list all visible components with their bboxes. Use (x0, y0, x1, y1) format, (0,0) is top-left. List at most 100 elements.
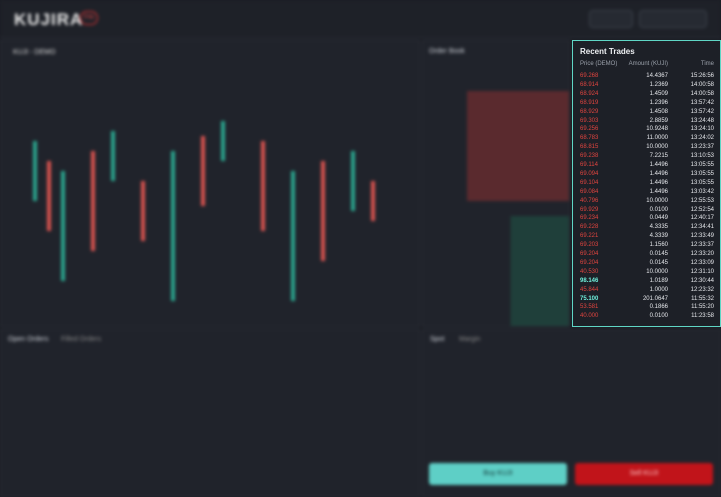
trade-time: 14:00:58 (690, 90, 714, 97)
trade-amount: 201.0647 (642, 295, 668, 302)
account-button[interactable] (639, 10, 707, 28)
trade-row: 68.919 1.2396 13:57:42 (580, 99, 714, 108)
trade-time: 12:30:44 (690, 277, 714, 284)
asks (423, 91, 569, 201)
trade-row: 40.530 10.0000 12:31:10 (580, 268, 714, 277)
trade-time: 11:23:58 (691, 313, 714, 320)
column-header: Amount (KUJI) (628, 61, 668, 67)
trade-time: 12:33:37 (690, 242, 714, 249)
trade-amount: 4.3339 (649, 233, 668, 240)
trade-time: 13:24:48 (690, 117, 714, 124)
sell-button[interactable]: Sell KUJI (575, 463, 713, 485)
trade-price: 68.914 (580, 81, 599, 88)
trade-amount: 11.0000 (646, 135, 668, 142)
trade-time: 12:33:49 (690, 233, 714, 240)
trade-amount: 2.8859 (649, 117, 668, 124)
trade-row: 53.581 0.1866 11:55:20 (580, 303, 714, 312)
trade-time: 12:34:41 (690, 224, 714, 231)
trade-row: 69.238 7.2215 13:10:53 (580, 152, 714, 161)
trade-time: 13:24:10 (690, 126, 714, 133)
trade-price: 68.924 (580, 90, 599, 97)
trade-amount: 0.0100 (649, 313, 668, 320)
trade-time: 12:33:20 (690, 251, 714, 257)
trade-time: 12:33:09 (690, 259, 714, 266)
trade-price: 69.094 (580, 170, 599, 177)
trade-amount: 7.2215 (649, 153, 668, 160)
order-book: Order Book (422, 40, 570, 327)
trade-amount: 1.4496 (649, 188, 668, 195)
trade-amount: 1.4496 (649, 179, 668, 186)
tab[interactable]: Filled Orders (61, 336, 102, 343)
panel-title: Recent Trades (580, 47, 635, 56)
trade-amount: 10.9248 (646, 126, 668, 133)
trade-amount: 4.3335 (649, 224, 668, 231)
trade-amount: 1.4496 (649, 162, 668, 168)
trade-time: 13:57:42 (690, 99, 714, 106)
trade-amount: 10.0000 (646, 268, 668, 275)
trade-time: 12:55:53 (690, 197, 714, 204)
trade-amount: 10.0000 (646, 144, 668, 151)
trade-price: 53.581 (580, 304, 599, 311)
column-header: Time (700, 61, 714, 67)
trade-row: 40.000 0.0100 11:23:58 (580, 312, 714, 321)
trade-row: 40.796 10.0000 12:55:53 (580, 197, 714, 206)
trade-row: 69.221 4.3339 12:33:49 (580, 232, 714, 241)
trade-time: 13:10:53 (690, 153, 714, 160)
trade-time: 12:23:32 (690, 286, 714, 293)
trade-price: 69.221 (580, 233, 599, 240)
trade-row: 69.114 1.4496 13:05:55 (580, 161, 714, 170)
trade-row: 68.783 11.0000 13:24:02 (580, 134, 714, 143)
trade-price: 69.228 (580, 224, 599, 231)
pair-selector[interactable]: KUJI - DEMO (13, 49, 56, 56)
bids (423, 216, 569, 326)
trade-time: 12:52:54 (690, 206, 714, 213)
top-bar: KUJIRA FIN (0, 0, 721, 38)
trade-time: 11:55:20 (691, 304, 714, 311)
trade-row: 69.303 2.8859 13:24:48 (580, 117, 714, 126)
trade-time: 15:26:56 (690, 73, 714, 79)
trade-amount: 1.0189 (649, 277, 668, 284)
trade-row: 69.104 1.4496 13:05:55 (580, 179, 714, 188)
buy-button[interactable]: Buy KUJI (429, 463, 567, 485)
recent-trades: Recent Trades Price (DEMO) Amount (KUJI) T… (572, 40, 721, 327)
trade-price: 98.146 (580, 277, 599, 284)
trade-amount: 1.4509 (649, 90, 668, 97)
trade-price: 69.204 (580, 259, 599, 266)
trade-form: Spot Margin Buy KUJI Sell KUJI (422, 329, 721, 497)
trade-price: 69.084 (580, 188, 599, 195)
trade-time: 12:31:10 (690, 268, 714, 275)
tab[interactable]: Open Orders (8, 336, 49, 343)
trade-row: 45.844 1.0000 12:23:32 (580, 286, 714, 295)
tab[interactable]: Spot (430, 336, 445, 343)
trade-time: 13:05:55 (690, 162, 714, 168)
trade-row: 69.094 1.4496 13:05:55 (580, 170, 714, 179)
trade-time: 13:23:37 (690, 144, 714, 151)
trade-amount: 0.0145 (649, 251, 668, 257)
trade-row: 68.914 1.2369 14:00:58 (580, 81, 714, 90)
trade-price: 69.238 (580, 153, 599, 160)
trade-time: 13:24:02 (690, 135, 714, 142)
trade-time: 11:55:32 (691, 295, 714, 302)
trade-time: 13:03:42 (690, 188, 714, 195)
trade-amount: 1.2369 (649, 81, 668, 88)
column-headers: Price (DEMO) Amount (KUJI) Time (580, 60, 714, 69)
trade-amount: 0.0449 (649, 215, 668, 222)
trade-row: 68.929 1.4508 13:57:42 (580, 108, 714, 117)
orders-panel: Open Orders Filled Orders (0, 329, 420, 497)
trade-price: 69.256 (580, 126, 599, 133)
tab[interactable]: Margin (459, 336, 481, 343)
trade-amount: 1.4508 (649, 108, 668, 115)
trade-price: 69.268 (580, 73, 599, 79)
wallet-button[interactable] (589, 10, 633, 28)
trade-row: 69.256 10.9248 13:24:10 (580, 125, 714, 134)
trade-price: 68.929 (580, 108, 599, 115)
trade-price: 69.929 (580, 206, 599, 213)
trade-row: 68.924 1.4509 14:00:58 (580, 90, 714, 99)
trade-amount: 14.4367 (646, 73, 668, 79)
trade-row: 69.268 14.4367 15:26:56 (580, 72, 714, 81)
trade-amount: 0.0145 (649, 259, 668, 266)
logo: KUJIRA (14, 10, 84, 29)
trade-row: 69.228 4.3335 12:34:41 (580, 223, 714, 232)
